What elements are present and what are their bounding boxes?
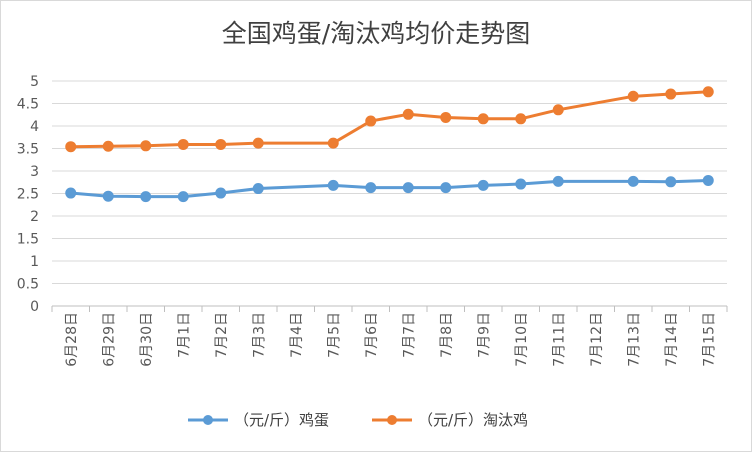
data-point: [252, 137, 264, 149]
legend-swatch-marker: [387, 415, 397, 425]
data-point: [665, 176, 677, 188]
data-point: [102, 190, 114, 202]
legend-entry: （元/斤）淘汰鸡: [418, 411, 528, 429]
y-tick-label: 0: [30, 299, 39, 315]
data-point: [702, 174, 714, 186]
data-point: [327, 179, 339, 191]
data-point: [65, 141, 77, 153]
series-line-1: [70, 178, 709, 199]
data-point: [440, 111, 452, 123]
x-tick-label: 7月8日: [439, 312, 455, 358]
y-tick-label: 1: [30, 254, 39, 270]
data-point: [102, 140, 114, 152]
x-tick-label: 7月3日: [251, 312, 267, 358]
series-line-2: [70, 90, 709, 149]
data-point: [627, 90, 639, 102]
data-point: [627, 175, 639, 187]
data-point: [665, 88, 677, 100]
y-tick-label: 3: [30, 164, 39, 180]
data-point: [402, 182, 414, 194]
x-tick-label: 7月7日: [401, 312, 417, 358]
x-axis-tick-labels: 6月28日 6月29日 6月30日 7月1日 7月2日 7月3日 7月4日 7月5日 7月6日 7…: [64, 312, 718, 367]
y-tick-label: 2.5: [17, 187, 39, 203]
data-point: [177, 191, 189, 203]
y-tick-label: 5: [30, 74, 39, 90]
data-point: [365, 182, 377, 194]
data-point: [252, 183, 264, 195]
data-point: [440, 182, 452, 194]
data-point: [552, 175, 564, 187]
data-point: [140, 191, 152, 203]
data-point: [140, 140, 152, 152]
x-tick-label: 7月13日: [626, 312, 642, 367]
data-point: [65, 187, 77, 199]
x-tick-label: 6月28日: [64, 312, 80, 367]
data-point: [177, 138, 189, 150]
x-tick-label: 7月4日: [289, 312, 305, 358]
x-tick-label: 7月11日: [551, 312, 567, 367]
x-tick-label: 7月2日: [214, 312, 230, 358]
legend-entry: （元/斤）鸡蛋: [234, 411, 329, 429]
x-tick-label: 7月9日: [476, 312, 492, 358]
x-tick-label: 7月15日: [701, 312, 717, 367]
series-group: [65, 86, 714, 203]
x-tick-label: 7月5日: [326, 312, 342, 358]
x-axis: [51, 305, 728, 312]
y-tick-label: 2: [30, 209, 39, 225]
x-tick-label: 7月14日: [664, 312, 680, 367]
data-point: [327, 137, 339, 149]
data-point: [215, 138, 227, 150]
x-tick-label: 7月1日: [176, 312, 192, 358]
x-tick-label: 6月30日: [139, 312, 155, 367]
data-point: [702, 86, 714, 98]
y-tick-label: 4: [30, 119, 39, 135]
y-axis-ticks: 0 0.5 1 1.5 2 2.5 3 3.5 4 4.5 5: [17, 74, 39, 315]
chart-title: 全国鸡蛋/淘汰鸡均价走势图: [221, 19, 531, 48]
data-point: [552, 104, 564, 116]
y-tick-label: 1.5: [17, 232, 39, 248]
data-point: [515, 113, 527, 125]
x-tick-label: 7月10日: [514, 312, 530, 367]
gridlines: [52, 80, 727, 284]
x-tick-label: 6月29日: [101, 312, 117, 367]
legend-swatch-marker: [203, 415, 213, 425]
data-point: [215, 187, 227, 199]
data-point: [365, 115, 377, 127]
y-tick-label: 3.5: [17, 142, 39, 158]
y-tick-label: 4.5: [17, 97, 39, 113]
data-point: [477, 179, 489, 191]
data-point: [515, 178, 527, 190]
x-tick-label: 7月12日: [589, 312, 605, 367]
x-tick-label: 7月6日: [364, 312, 380, 358]
data-point: [477, 113, 489, 125]
y-tick-label: 0.5: [17, 277, 39, 293]
legend: （元/斤）鸡蛋 （元/斤）淘汰鸡: [188, 411, 528, 429]
data-point: [402, 108, 414, 120]
